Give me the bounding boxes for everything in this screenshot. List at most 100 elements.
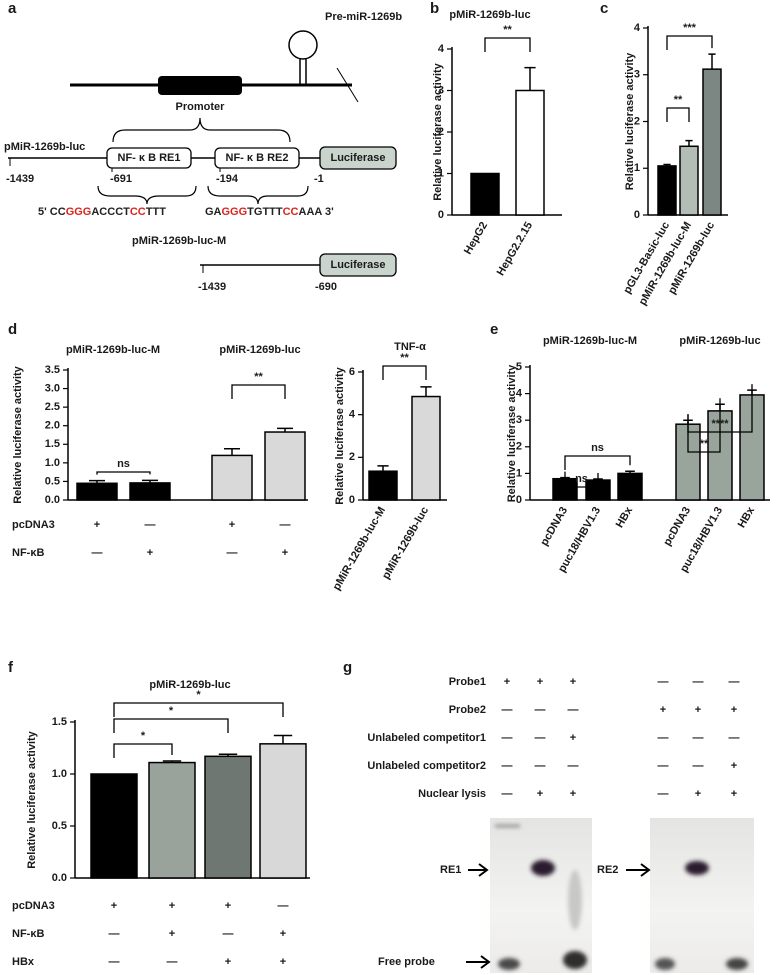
panel-letter: e: [490, 321, 498, 338]
sign: +: [111, 900, 117, 912]
bar: [129, 482, 171, 501]
significance-label: *: [196, 689, 201, 701]
sign: +: [147, 547, 153, 559]
sign: +: [94, 519, 100, 531]
position-label: -194: [216, 173, 239, 185]
significance-label: *: [141, 730, 146, 742]
x-tick-label: HepG2.2.15: [495, 220, 535, 278]
y-tick-label: 6: [349, 366, 355, 378]
band-label: RE2: [597, 864, 618, 876]
panel-g: g RE1 RE2 Free probe: [343, 659, 754, 973]
sign: —: [278, 900, 289, 912]
y-tick-label: 1.5: [52, 716, 67, 728]
y-tick-label: 1: [438, 167, 444, 179]
free-probe-label: Free probe: [378, 956, 435, 968]
position-ticks: [9, 158, 321, 172]
y-tick-label: 5: [516, 361, 522, 373]
promoter-label: Promoter: [176, 101, 226, 113]
sign: —: [658, 676, 669, 688]
y-tick-label: 2: [438, 126, 444, 138]
significance-label: **: [503, 24, 512, 36]
arrow: [626, 863, 651, 877]
sign: —: [92, 547, 103, 559]
gel-bands: [495, 825, 748, 970]
significance-bracket: [113, 743, 173, 758]
panel-letter: d: [8, 321, 17, 338]
y-tick-label: 0: [349, 494, 355, 506]
promoter-box: [158, 76, 242, 95]
sign: —: [729, 732, 740, 744]
chart-title: TNF-α: [394, 341, 426, 353]
sign: +: [225, 956, 231, 968]
sign: —: [223, 928, 234, 940]
error-bar: [685, 139, 693, 147]
gel: [650, 818, 754, 973]
bar: [76, 482, 118, 501]
sign: —: [658, 732, 669, 744]
sequence-part: TGTTT: [247, 206, 283, 218]
x-tick-label: pcDNA3: [661, 505, 693, 548]
error-bar: [89, 479, 105, 484]
significance-bracket: [96, 471, 151, 475]
y-tick-label: 3.0: [45, 382, 60, 394]
chart-title: pMiR-1269b-luc: [449, 9, 530, 21]
row-label: NF-κB: [12, 928, 44, 940]
significance-bracket: [382, 365, 427, 380]
sign: +: [537, 788, 543, 800]
y-tick-label: 0: [516, 494, 522, 506]
chart: d pMiR-1269b-luc-M pMiR-1269b-luc Relative …: [8, 321, 308, 559]
error-bar: [162, 760, 182, 763]
sign: —: [568, 760, 579, 772]
y-tick-label: 0.5: [45, 475, 60, 487]
sign: —: [502, 704, 513, 716]
sign: —: [280, 519, 291, 531]
significance-bracket: [687, 384, 753, 433]
significance-bracket: [113, 718, 229, 733]
bar: [211, 454, 253, 501]
pre-mir-label: Pre-miR-1269b: [325, 11, 402, 23]
re1-box: [106, 147, 192, 169]
group-title: pMiR-1269b-luc: [679, 335, 760, 347]
x-tick-label: pMiR-1269b-luc: [380, 505, 431, 581]
bar: [657, 165, 677, 216]
sequence: GAGGGTGTTTCCAAA 3': [205, 206, 334, 218]
significance-label: ****: [711, 418, 729, 430]
sequence-part: AAA 3': [299, 206, 335, 218]
significance-bracket: [231, 384, 286, 399]
sign: —: [693, 676, 704, 688]
sign: +: [695, 704, 701, 716]
error-bar: [420, 386, 432, 397]
significance-label: ns: [117, 458, 130, 470]
significance-bracket: [687, 398, 721, 453]
significance-label: *: [169, 705, 174, 717]
y-tick-label: 1.0: [45, 457, 60, 469]
y-tick-label: 2: [349, 451, 355, 463]
error-bar: [625, 470, 635, 474]
bar: [259, 743, 307, 879]
sequence-part: GA: [205, 206, 222, 218]
significance-label: ns: [575, 473, 588, 485]
significance-bracket: [564, 455, 631, 470]
sign: +: [282, 547, 288, 559]
panel-letter: c: [600, 0, 608, 17]
bar: [148, 761, 196, 879]
band-label: RE1: [440, 864, 461, 876]
sign: +: [695, 788, 701, 800]
brace: [207, 185, 309, 205]
group-title: pMiR-1269b-luc-M: [543, 335, 637, 347]
y-tick-label: 1: [634, 162, 640, 174]
panel-a: a Pre-miR-1269b Promoter pMiR-1269b-luc …: [4, 0, 402, 293]
x-tick-label: pMiR-1269b-luc-M: [331, 505, 388, 593]
sign: +: [570, 732, 576, 744]
sign: —: [693, 732, 704, 744]
chart: TNF-α Relative luciferase activity 0 2 4 6 pMi…: [331, 341, 447, 593]
error-bar: [277, 427, 293, 433]
sign: —: [502, 732, 513, 744]
y-tick-label: 4: [516, 388, 523, 400]
sign: —: [227, 547, 238, 559]
sign: —: [535, 704, 546, 716]
y-tick-label: 2: [634, 115, 640, 127]
bar: [470, 172, 500, 216]
sign: +: [570, 676, 576, 688]
error-bar: [273, 734, 293, 744]
